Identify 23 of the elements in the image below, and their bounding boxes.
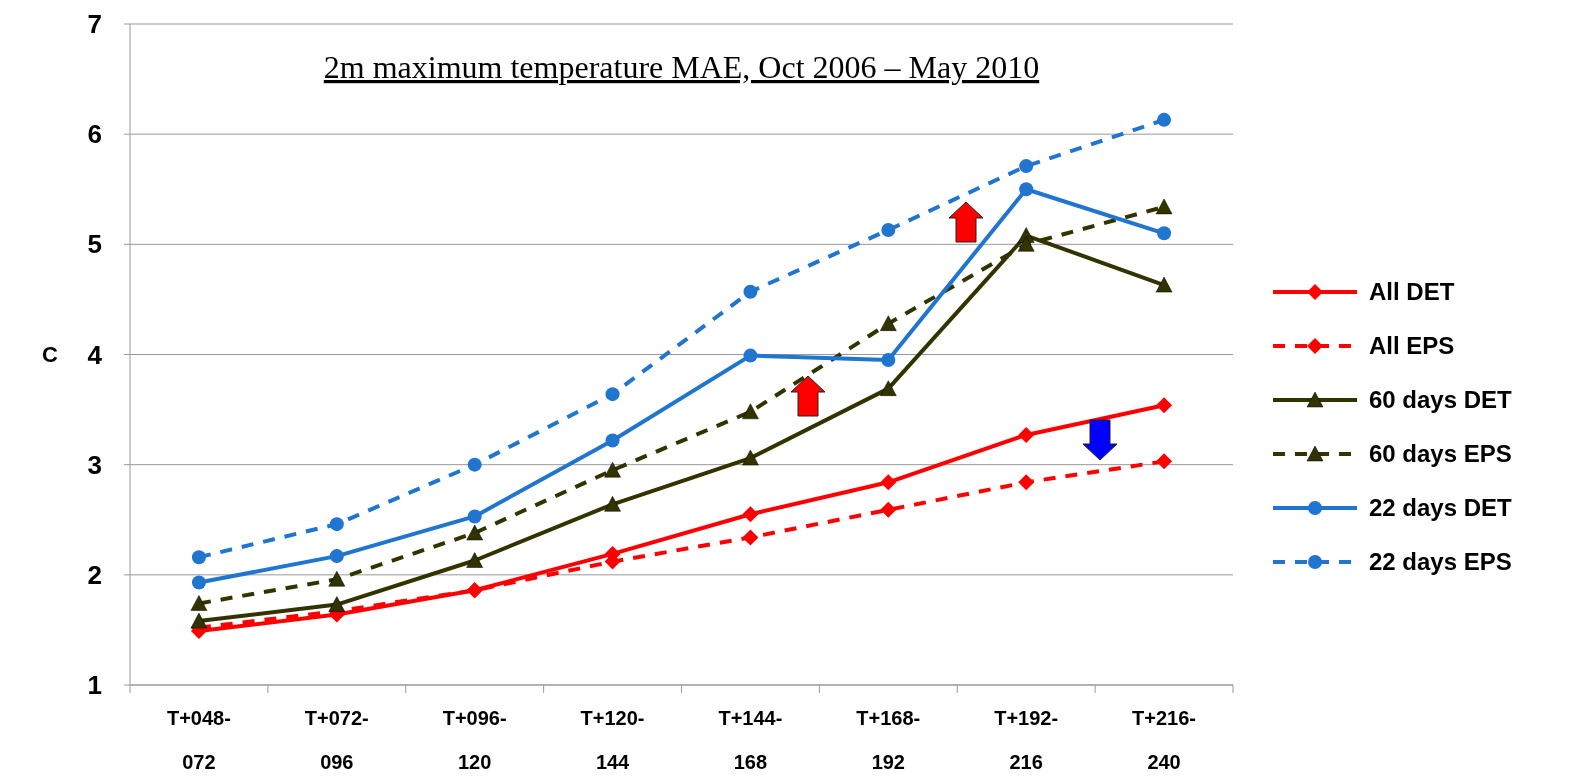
- x-tick-label: T+216-240: [1132, 707, 1197, 773]
- legend-label: All DET: [1369, 278, 1455, 306]
- y-axis-title: C: [42, 342, 59, 368]
- x-tick-label: T+192-216: [994, 707, 1059, 773]
- legend-label: 22 days DET: [1369, 494, 1513, 522]
- y-tick-label: 5: [87, 229, 102, 260]
- y-tick-label: 7: [87, 9, 102, 40]
- y-tick-label: 4: [87, 339, 103, 370]
- x-tick-label: T+048-072: [166, 707, 231, 773]
- legend-label: 60 days DET: [1369, 386, 1513, 414]
- legend-label: 22 days EPS: [1369, 548, 1512, 576]
- y-tick-label: 1: [87, 670, 102, 701]
- x-tick-label: T+120-144: [580, 707, 645, 773]
- y-tick-label: 2: [87, 559, 102, 590]
- text: 2m maximum temperature MAE, Oct 2006 – May 2010: [323, 49, 1040, 85]
- legend-label: All EPS: [1369, 332, 1455, 360]
- x-tick-label: T+144-168: [718, 707, 783, 773]
- x-tick-label: T+168-192: [856, 707, 921, 773]
- x-tick-label: T+096-120: [442, 707, 507, 773]
- y-tick-label: 3: [87, 449, 102, 480]
- y-tick-label: 6: [87, 119, 102, 150]
- legend-label: 60 days EPS: [1369, 440, 1512, 468]
- x-tick-label: T+072-096: [304, 707, 369, 773]
